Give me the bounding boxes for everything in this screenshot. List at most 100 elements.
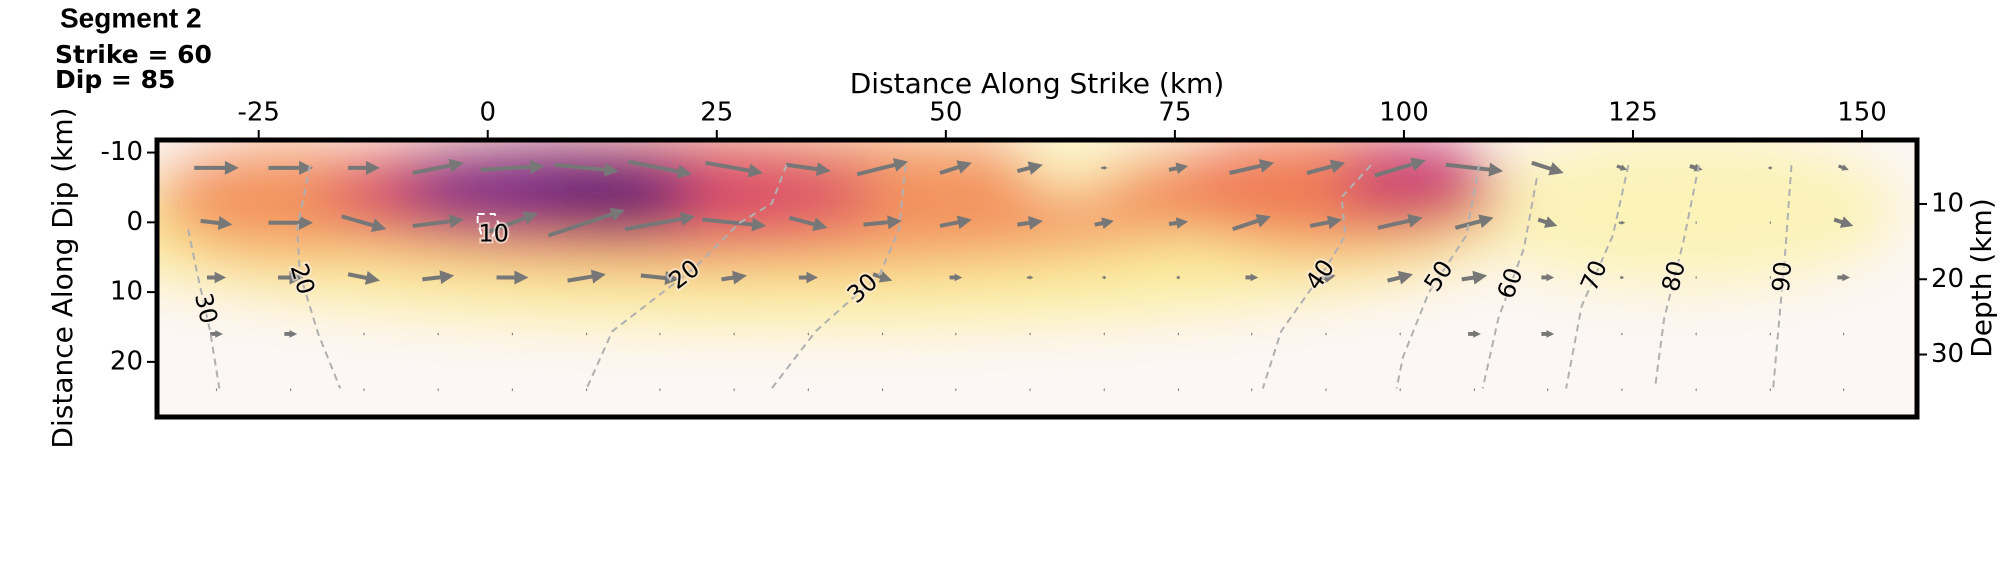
slip-arrow <box>705 160 763 178</box>
slip-arrow <box>422 270 455 285</box>
slip-arrow <box>554 162 619 177</box>
slip-arrow <box>437 331 439 336</box>
slip-arrow <box>1016 161 1043 175</box>
y2-tick-label: 20 <box>1931 264 1964 294</box>
y-tick-label: -10 <box>101 137 143 167</box>
slip-arrow <box>1454 214 1494 230</box>
slip-arrow <box>733 387 735 392</box>
slip-arrow <box>278 270 304 285</box>
slip-arrow <box>1029 331 1031 336</box>
slip-arrow <box>194 160 239 175</box>
y2-tick-label: 10 <box>1931 188 1964 218</box>
slip-arrow <box>1621 331 1623 336</box>
slip-arrow <box>1541 273 1555 282</box>
slip-arrow <box>863 215 902 230</box>
slip-arrow <box>1769 387 1772 392</box>
slip-arrow <box>856 158 909 177</box>
slip-arrow <box>486 211 538 235</box>
y-tick-label: 20 <box>110 346 143 376</box>
slip-arrow <box>1461 270 1488 285</box>
contour-line <box>1772 165 1793 389</box>
slip-arrow <box>1232 214 1271 232</box>
slip-arrow <box>1177 331 1180 336</box>
slip-arrow <box>807 387 810 392</box>
y-axis-label: Distance Along Dip (km) <box>46 107 79 448</box>
slip-arrow <box>1838 164 1849 171</box>
y2-axis-label: Depth (km) <box>1965 198 1998 358</box>
slip-arrow <box>1473 387 1476 392</box>
x-tick-label: 50 <box>929 98 962 128</box>
slip-arrow <box>1445 162 1504 177</box>
slip-arrow <box>1769 220 1772 225</box>
slip-arrow <box>363 387 365 392</box>
slip-arrow <box>798 271 818 284</box>
slip-arrow <box>412 158 464 175</box>
slip-arrow <box>939 215 972 230</box>
subtitle: Strike = 60 <box>55 40 212 69</box>
x-tick-label: 100 <box>1379 98 1429 128</box>
slip-arrow <box>1768 165 1773 170</box>
slip-arrow <box>215 387 218 392</box>
slip-arrow <box>1309 215 1343 230</box>
slip-arrow <box>702 217 767 232</box>
slip-arrow <box>1769 275 1772 280</box>
x-tick-label: 0 <box>479 98 496 128</box>
contour-line <box>296 164 342 389</box>
slip-arrow <box>881 331 884 336</box>
subtitle: Dip = 85 <box>55 65 175 94</box>
slip-arrow <box>1468 330 1481 338</box>
x-tick-label: -25 <box>237 98 279 128</box>
slip-arrow <box>872 271 893 283</box>
slip-arrow <box>210 330 223 338</box>
slip-arrow <box>1325 331 1327 336</box>
x-tick-label: 75 <box>1158 98 1191 128</box>
slip-arrow <box>955 331 957 336</box>
slip-arrow <box>1621 387 1623 392</box>
x-axis-label: Distance Along Strike (km) <box>850 67 1225 100</box>
slip-arrow <box>1620 275 1624 280</box>
slip-arrow <box>1168 217 1189 229</box>
contour-line <box>1565 164 1630 389</box>
slip-arrow <box>785 162 831 177</box>
slip-arrow <box>1833 216 1854 228</box>
slip-arrow <box>1026 275 1034 280</box>
chart-title: Segment 2 <box>60 2 202 33</box>
slip-arrow <box>511 331 514 336</box>
slip-arrow <box>1695 387 1697 392</box>
slip-arrow <box>1399 331 1401 336</box>
slip-arrow <box>1245 273 1259 282</box>
contour-label: 10 <box>478 220 509 248</box>
contour-line <box>1481 178 1538 389</box>
slip-arrow <box>1537 216 1558 228</box>
slip-arrow <box>1843 331 1845 336</box>
slip-arrow <box>659 387 661 392</box>
slip-arrow <box>939 160 972 175</box>
slip-arrow <box>363 331 365 336</box>
slip-arrow <box>1387 270 1414 285</box>
slip-arrow <box>1102 275 1107 280</box>
contour-label: 90 <box>1767 260 1798 293</box>
slip-arrow <box>284 330 298 338</box>
slip-arrow <box>1029 387 1031 392</box>
contour-line <box>476 212 501 244</box>
contour-line <box>1261 164 1372 389</box>
slip-arrow <box>206 271 227 284</box>
slip-arrow <box>1616 164 1628 171</box>
slip-arrow <box>881 387 884 392</box>
slip-arrow <box>586 387 588 392</box>
slip-arrow <box>1306 159 1346 175</box>
contour-line <box>1653 164 1700 389</box>
slip-arrow <box>1168 162 1189 175</box>
y2-tick-label: 30 <box>1931 339 1964 369</box>
x-tick-label: 25 <box>700 98 733 128</box>
slip-arrow <box>547 207 625 238</box>
slip-arrow <box>1399 387 1401 392</box>
slip-arrow <box>586 331 588 336</box>
slip-arrow <box>1769 331 1772 336</box>
slip-arrow <box>733 331 735 336</box>
contour-line <box>1395 164 1481 389</box>
slip-arrow <box>1177 387 1180 392</box>
slip-arrow <box>1843 387 1845 392</box>
slip-arrow <box>1094 217 1114 229</box>
